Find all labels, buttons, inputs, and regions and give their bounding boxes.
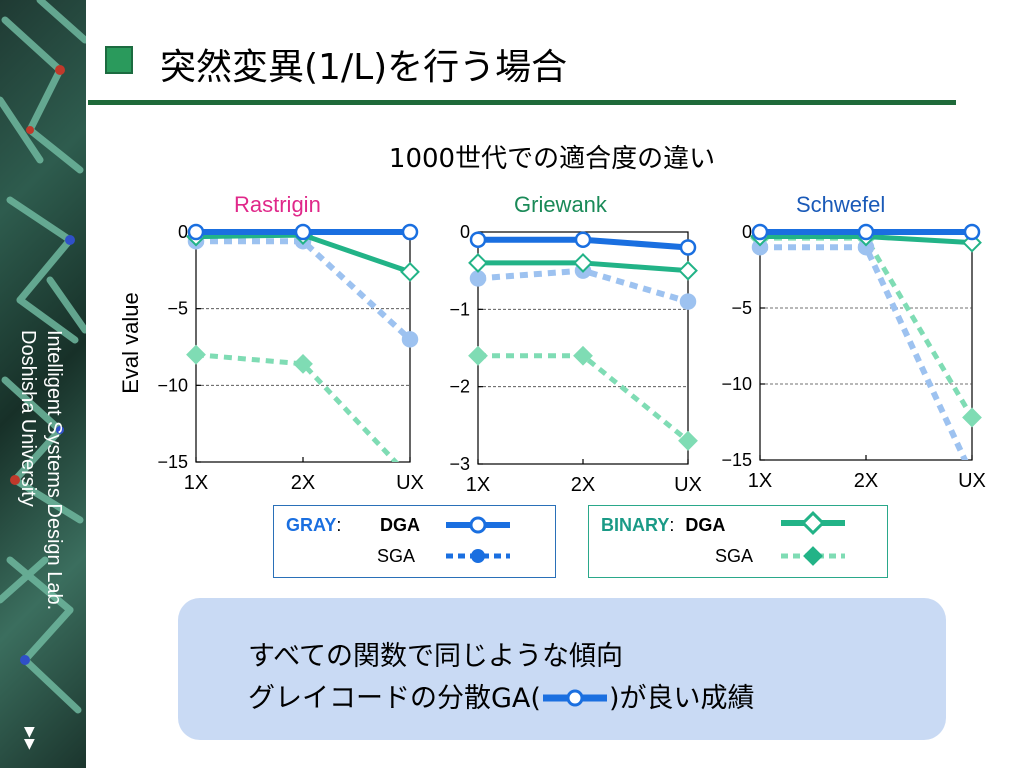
series-line-binary-sga — [195, 352, 399, 462]
x-tick-label: UX — [396, 472, 424, 494]
data-point — [678, 430, 698, 451]
y-tick-label: −10 — [721, 374, 752, 394]
legend-gray-dga-label: DGA — [380, 515, 420, 535]
data-point — [678, 260, 698, 281]
chart-title-rastrigin: Rastrigin — [234, 192, 321, 217]
note-line-2-before: グレイコードの分散GA( — [248, 683, 541, 714]
plot-frame — [759, 231, 973, 461]
data-point — [187, 223, 205, 241]
data-point — [186, 344, 206, 365]
sidebar-decoration: Intelligent Systems Design Lab. Doshisha… — [0, 0, 86, 768]
legend-gray-sga-label: SGA — [377, 546, 416, 566]
title-underline — [88, 100, 956, 105]
sidebar-university-name: Doshisha University — [17, 330, 39, 507]
data-point — [962, 407, 982, 428]
data-point — [679, 293, 697, 310]
data-point — [469, 231, 487, 248]
data-point — [573, 345, 593, 366]
legend-binary: BINARY: DGA SGA — [588, 505, 888, 578]
legend-gray-sga-marker — [471, 549, 485, 563]
data-point — [679, 239, 697, 256]
data-point — [400, 261, 420, 282]
x-tick-label: UX — [958, 470, 986, 492]
slide-title: 突然変異(1/L)を行う場合 — [160, 47, 568, 88]
chart-subtitle: 1000世代での適合度の違い — [388, 144, 716, 174]
data-point — [963, 223, 981, 241]
y-tick-label: −15 — [721, 450, 752, 470]
y-tick-label: −5 — [167, 299, 188, 319]
data-point — [293, 353, 313, 374]
y-tick-label: −2 — [449, 377, 470, 397]
note-gray-dga-symbol — [542, 689, 607, 707]
series-line-binary-sga — [478, 353, 690, 443]
data-point — [468, 345, 488, 366]
chart-title-griewank: Griewank — [514, 192, 607, 217]
chart-title-schwefel: Schwefel — [796, 192, 886, 217]
x-tick-label: 1X — [466, 474, 490, 496]
legend-gray-dga-marker — [469, 516, 487, 534]
y-tick-label: −3 — [449, 454, 470, 474]
legend-gray: GRAY: DGA SGA — [273, 505, 556, 578]
y-tick-label: −10 — [157, 375, 188, 395]
chart-panel-griewank: 0 −1 −2 −31X 2X UX — [449, 222, 701, 496]
data-point — [751, 223, 769, 241]
series-line-binary-sga — [760, 235, 975, 419]
legend-binary-dga-label: DGA — [685, 515, 726, 535]
x-tick-label: 1X — [748, 470, 772, 492]
x-tick-label: 2X — [571, 474, 595, 496]
legend-gray-label: GRAY — [286, 515, 337, 535]
y-tick-label: −5 — [731, 298, 752, 318]
next-arrows-icon[interactable]: ▼ ▼ — [24, 724, 35, 752]
legend-binary-label: BINARY — [601, 515, 670, 535]
data-point — [574, 231, 592, 248]
data-point — [294, 223, 312, 241]
molecule-background-image — [0, 0, 86, 714]
y-tick-label: 0 — [742, 222, 752, 242]
series-group — [750, 223, 982, 460]
y-tick-label: 0 — [178, 222, 188, 242]
x-tick-label: 2X — [291, 472, 315, 494]
title-bullet-square — [105, 46, 133, 74]
series-line-gray-sga — [196, 238, 413, 342]
plot-frame — [195, 231, 411, 463]
y-tick-label: 0 — [460, 222, 470, 242]
series-group — [186, 223, 420, 462]
note-line-2-after: )が良い成績 — [608, 683, 755, 714]
note-line-2: グレイコードの分散GA( )が良い成績 — [248, 676, 754, 715]
x-tick-label: 2X — [854, 470, 878, 492]
x-tick-label: UX — [674, 474, 702, 496]
series-group — [468, 231, 698, 451]
summary-note: すべての関数で同じような傾向 グレイコードの分散GA( )が良い成績 — [178, 598, 946, 740]
y-tick-label: −15 — [157, 452, 188, 472]
legend-binary-sga-marker — [803, 546, 823, 566]
data-point — [857, 223, 875, 241]
note-line-1: すべての関数で同じような傾向 — [248, 641, 624, 672]
legend-gray-colon: : — [336, 515, 342, 535]
data-point — [401, 223, 419, 241]
data-point — [468, 253, 488, 273]
legend-binary-dga-marker — [800, 510, 826, 536]
sidebar-lab-name: Intelligent Systems Design Lab. — [43, 330, 65, 611]
data-point — [469, 270, 487, 287]
legend-binary-sga-label: SGA — [715, 546, 754, 566]
data-point — [573, 253, 593, 273]
series-line-gray-sga — [760, 244, 969, 460]
x-tick-label: 1X — [184, 472, 208, 494]
data-point — [401, 331, 419, 348]
y-tick-label: −1 — [449, 299, 470, 319]
legend-binary-colon: : — [669, 515, 675, 535]
